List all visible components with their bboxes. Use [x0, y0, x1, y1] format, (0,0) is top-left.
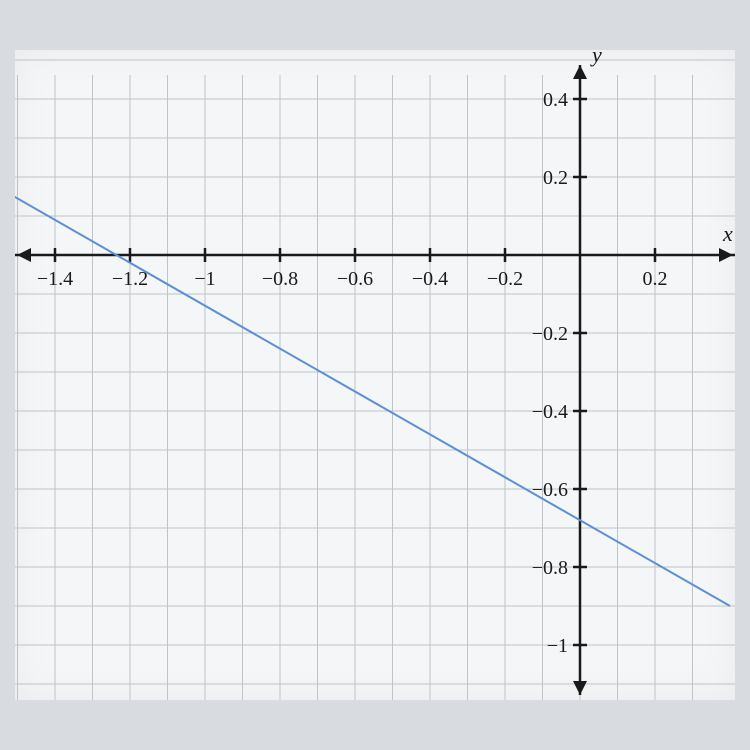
x-tick-label: −0.6 — [337, 268, 373, 290]
x-tick-label: 0.2 — [643, 268, 668, 290]
x-tick-label: −0.8 — [262, 268, 298, 290]
axis-arrow — [17, 248, 31, 262]
y-tick-label: −0.4 — [532, 401, 568, 423]
y-tick-label: −0.2 — [532, 323, 568, 345]
y-axis-label: y — [590, 50, 602, 67]
y-tick-label: −0.8 — [532, 557, 568, 579]
coordinate-graph: −1.4 −1.2 −1 −0.8 −0.6 −0.4 −0.2 0.2 0.4 0.2 −0.2 −… — [15, 50, 735, 700]
y-tick-label: −1 — [547, 635, 568, 657]
y-tick-label: 0.4 — [543, 89, 568, 111]
x-tick-label: −1.4 — [37, 268, 73, 290]
plotted-line — [15, 177, 730, 606]
x-axis-label: x — [722, 221, 733, 246]
axis-arrow — [719, 248, 733, 262]
x-tick-label: −0.4 — [412, 268, 448, 290]
chart-frame: −1.4 −1.2 −1 −0.8 −0.6 −0.4 −0.2 0.2 0.4 0.2 −0.2 −… — [15, 50, 735, 700]
axis-arrow — [573, 681, 587, 695]
y-tick-label: 0.2 — [543, 167, 568, 189]
x-tick-label: −1 — [194, 268, 215, 290]
x-tick-label: −1.2 — [112, 268, 148, 290]
x-tick-label: −0.2 — [487, 268, 523, 290]
y-tick-label: −0.6 — [532, 479, 568, 501]
axis-arrow — [573, 65, 587, 79]
